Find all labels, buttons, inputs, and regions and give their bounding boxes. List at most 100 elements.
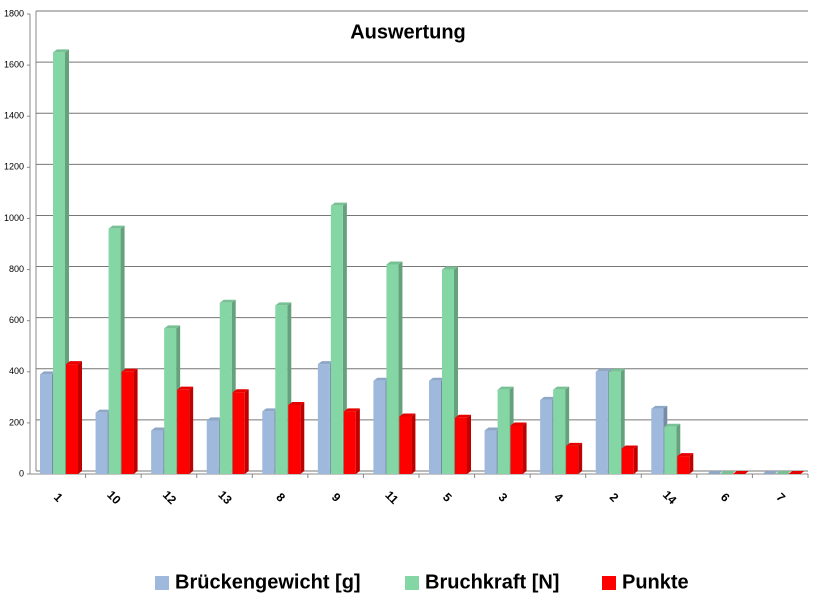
y-tick-label: 800 [9, 264, 24, 274]
bar [386, 264, 399, 474]
bar-top [664, 423, 681, 427]
bar-top [719, 471, 736, 474]
bar [497, 389, 510, 474]
legend-swatch [155, 576, 169, 590]
bar-top [732, 471, 749, 474]
y-tick-label: 1200 [4, 162, 24, 172]
bar-top [275, 302, 292, 306]
bar-top [386, 261, 403, 265]
bar [373, 380, 386, 474]
bar [399, 416, 412, 474]
bar [510, 425, 523, 474]
y-tick-label: 1400 [4, 111, 24, 121]
bar-top [497, 386, 514, 390]
legend-label: Punkte [622, 571, 689, 593]
bar [121, 371, 134, 474]
bar-top [40, 371, 56, 375]
bar [455, 417, 467, 474]
y-tick-label: 400 [9, 366, 24, 376]
bar-top [595, 368, 612, 372]
y-tick-label: 0 [19, 468, 24, 478]
bar [540, 399, 553, 474]
bar [164, 328, 177, 474]
x-tick-label: 9 [329, 490, 344, 505]
bar [66, 364, 78, 474]
x-tick-label: 10 [104, 488, 124, 508]
legend-swatch [602, 576, 616, 590]
bar [275, 305, 288, 474]
bar-top [510, 422, 527, 426]
bar-top [677, 453, 694, 457]
x-tick-label: 1 [51, 490, 66, 505]
y-tick-label: 1800 [4, 8, 24, 18]
bar [664, 426, 677, 474]
legend-label: Brückengewicht [g] [175, 571, 361, 593]
x-tick-label: 4 [551, 490, 566, 505]
bar-top [484, 427, 501, 431]
bar [108, 228, 121, 474]
bar-top [566, 442, 583, 446]
bar-side [300, 402, 305, 474]
bar-top [95, 409, 112, 413]
bar [177, 389, 190, 474]
bar-top [288, 402, 305, 405]
bar [288, 405, 301, 474]
bar [484, 430, 497, 474]
bar-top [121, 368, 138, 372]
bar-top [151, 427, 168, 431]
x-tick-label: 13 [215, 488, 235, 508]
bar-side [342, 202, 347, 474]
bar-top [455, 414, 471, 418]
bar [151, 430, 164, 474]
chart-title: Auswertung [350, 21, 466, 43]
bar-top [762, 471, 779, 474]
bar-side [133, 368, 138, 474]
bar-top [775, 471, 792, 474]
bar-side [578, 442, 583, 474]
legend-swatch [405, 576, 419, 590]
bar [429, 380, 441, 474]
y-tick-label: 200 [9, 417, 24, 427]
bar [621, 448, 634, 474]
bar [595, 371, 608, 474]
x-tick-label: 5 [440, 490, 455, 505]
bar-top [651, 405, 668, 409]
bar-top [66, 361, 82, 365]
bar [53, 52, 65, 474]
x-tick-label: 8 [273, 490, 288, 505]
bar [677, 456, 690, 474]
bar [442, 269, 454, 474]
bar-top [540, 396, 557, 400]
bar [40, 374, 52, 474]
bar-top [53, 49, 69, 53]
x-tick-label: 12 [160, 488, 180, 508]
bar [343, 411, 356, 474]
bar-side [355, 408, 360, 474]
bar-top [429, 377, 445, 381]
bar-top [706, 471, 723, 474]
bar [232, 392, 245, 474]
bar-top [164, 325, 181, 329]
bar-side [189, 386, 194, 474]
bar-side [633, 445, 638, 474]
bar-top [330, 202, 347, 206]
bar-top [108, 225, 125, 229]
x-tick-label: 3 [496, 490, 511, 505]
x-tick-label: 6 [718, 490, 733, 505]
bar-top [317, 361, 334, 365]
bar-top [232, 389, 249, 393]
bar [262, 411, 275, 474]
bar-side [467, 414, 471, 474]
bar-top [206, 417, 223, 421]
bar-top [219, 299, 236, 303]
x-tick-label: 7 [773, 490, 788, 505]
x-tick-label: 14 [660, 488, 680, 508]
bar-top [553, 386, 570, 390]
y-tick-label: 1000 [4, 213, 24, 223]
bar-side [78, 361, 82, 474]
bar-top [262, 408, 279, 412]
bar [566, 445, 579, 474]
bar [95, 412, 108, 474]
bar [219, 302, 232, 474]
